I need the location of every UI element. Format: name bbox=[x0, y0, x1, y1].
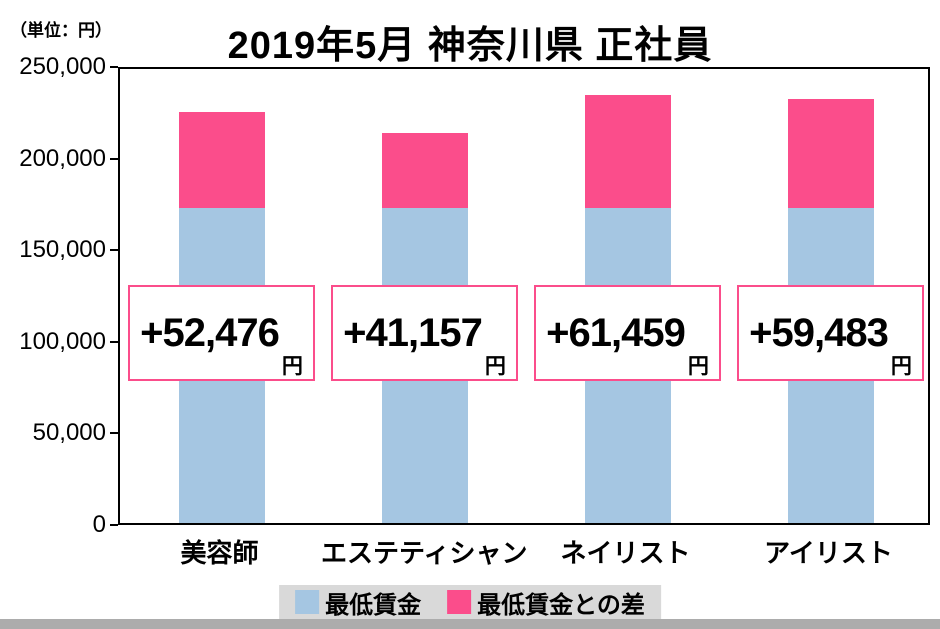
y-tick-mark bbox=[110, 66, 118, 68]
y-tick-mark bbox=[110, 524, 118, 526]
category-label: アイリスト bbox=[764, 538, 893, 568]
unit-label: （単位：円） bbox=[10, 21, 112, 40]
bar-segment-diff bbox=[787, 98, 874, 208]
plot-area: +52,476 円 +41,157 円 +61,459 円 +59,483 円 bbox=[118, 67, 930, 525]
legend-label: 最低賃金との差 bbox=[477, 591, 645, 619]
diff-amount: +52,476 bbox=[140, 311, 280, 355]
y-tick-mark bbox=[110, 432, 118, 435]
y-tick-label: 150,000 bbox=[19, 236, 106, 264]
y-tick-mark bbox=[110, 249, 118, 252]
category-label: エステティシャン bbox=[321, 538, 528, 568]
legend: 最低賃金 最低賃金との差 bbox=[279, 585, 661, 619]
y-tick-label: 0 bbox=[92, 511, 106, 538]
diff-amount: +61,459 bbox=[546, 311, 686, 355]
legend-swatch bbox=[447, 590, 472, 614]
bar-segment-diff bbox=[584, 95, 671, 208]
bar-segment-diff bbox=[178, 111, 265, 208]
y-tick-label: 200,000 bbox=[19, 144, 106, 172]
diff-unit-suffix: 円 bbox=[281, 354, 303, 378]
legend-item: 最低賃金 bbox=[295, 585, 421, 620]
diff-label-box: +59,483 円 bbox=[737, 285, 924, 381]
bottom-strip bbox=[0, 619, 940, 629]
legend-label: 最低賃金 bbox=[325, 591, 422, 619]
diff-unit-suffix: 円 bbox=[484, 354, 506, 378]
diff-amount: +59,483 bbox=[749, 311, 889, 355]
y-tick-mark bbox=[110, 157, 118, 160]
bar-segment-diff bbox=[381, 132, 468, 208]
diff-label-box: +41,157 円 bbox=[331, 285, 518, 381]
y-tick-label: 250,000 bbox=[19, 53, 106, 80]
category-label: 美容師 bbox=[180, 538, 259, 568]
y-tick-label: 50,000 bbox=[32, 419, 106, 447]
diff-amount: +41,157 bbox=[343, 311, 483, 355]
y-tick-mark bbox=[110, 340, 118, 343]
legend-swatch bbox=[295, 590, 320, 614]
diff-label-box: +61,459 円 bbox=[534, 285, 721, 381]
diff-label-box: +52,476 円 bbox=[128, 285, 315, 381]
chart-title: 2019年5月 神奈川県 正社員 bbox=[227, 25, 713, 67]
category-label: ネイリスト bbox=[560, 538, 691, 568]
diff-unit-suffix: 円 bbox=[890, 354, 912, 378]
diff-unit-suffix: 円 bbox=[687, 354, 709, 378]
legend-item: 最低賃金との差 bbox=[447, 585, 645, 620]
y-tick-label: 100,000 bbox=[19, 327, 106, 355]
